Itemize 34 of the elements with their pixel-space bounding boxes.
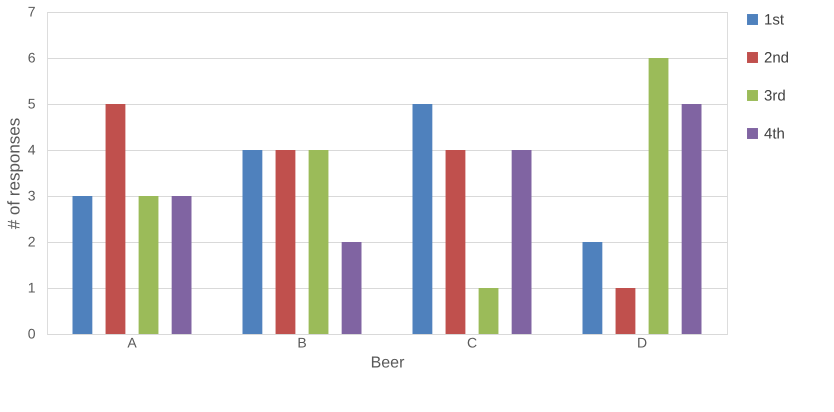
bar <box>276 150 296 334</box>
bar <box>72 196 92 334</box>
y-tick-label: 6 <box>28 50 36 66</box>
legend-label: 2nd <box>764 50 790 66</box>
bar <box>138 196 158 334</box>
bar <box>412 104 432 334</box>
bar <box>512 150 532 334</box>
bar <box>242 150 262 334</box>
y-tick-label: 2 <box>28 234 36 250</box>
x-tick-label: D <box>636 334 648 350</box>
y-axis-title: # of responses <box>4 118 24 230</box>
bar <box>478 288 498 334</box>
bar <box>308 150 328 334</box>
x-tick-label: B <box>297 334 307 350</box>
bar <box>446 150 466 334</box>
bar <box>582 242 602 334</box>
y-tick-label: 1 <box>28 280 36 296</box>
y-tick-label: 7 <box>28 4 36 20</box>
y-tick-label: 4 <box>28 142 36 158</box>
x-tick-label: A <box>127 334 138 350</box>
bar <box>172 196 192 334</box>
y-tick-label: 0 <box>28 326 36 342</box>
bar <box>648 58 668 334</box>
x-axis-title: Beer <box>370 354 406 372</box>
bar <box>106 104 126 334</box>
bar <box>616 288 636 334</box>
bar <box>342 242 362 334</box>
legend-label: 1st <box>764 12 785 28</box>
y-tick-label: 5 <box>28 96 36 112</box>
bar <box>682 104 702 334</box>
legend-label: 4th <box>764 126 785 142</box>
legend-label: 3rd <box>764 88 786 104</box>
x-tick-label: C <box>466 334 478 350</box>
y-tick-label: 3 <box>28 188 36 204</box>
